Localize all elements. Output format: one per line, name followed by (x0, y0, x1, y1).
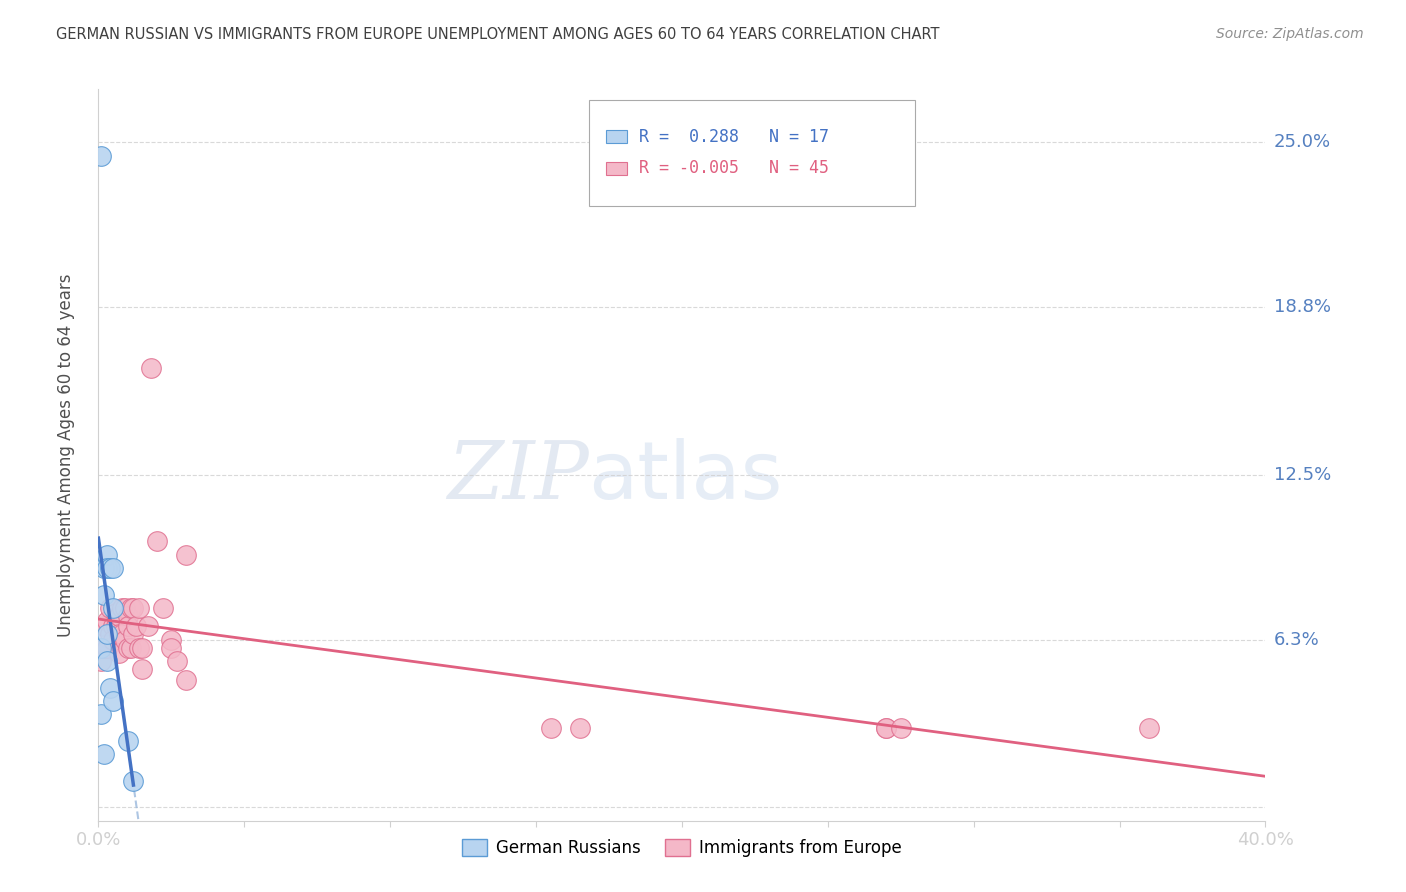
Point (101, 632, 124, 647)
Point (875, 721, 897, 735)
Point (120, 600, 142, 615)
Text: R = -0.005   N = 45: R = -0.005 N = 45 (638, 159, 828, 178)
Text: Source: ZipAtlas.com: Source: ZipAtlas.com (1216, 27, 1364, 41)
Point (90, 149, 112, 163)
Point (101, 694, 124, 708)
Point (117, 608, 139, 623)
Text: ZIP: ZIP (447, 438, 589, 516)
Point (108, 646, 131, 660)
Point (96, 614, 118, 628)
Point (93, 561, 115, 575)
Point (104, 606, 127, 620)
Point (166, 654, 188, 668)
Point (96, 654, 118, 668)
Point (122, 773, 145, 788)
Bar (606, 161, 627, 175)
Text: atlas: atlas (589, 438, 783, 516)
Text: 18.8%: 18.8% (1274, 298, 1330, 317)
Point (117, 619, 139, 633)
Point (111, 627, 134, 641)
Point (101, 600, 124, 615)
Point (146, 534, 169, 549)
Point (98, 681, 121, 695)
Point (125, 619, 148, 633)
Point (96, 548, 118, 562)
Point (96, 627, 118, 641)
Point (174, 548, 197, 562)
Point (152, 600, 174, 615)
Point (1137, 721, 1160, 735)
Bar (606, 130, 627, 144)
Point (111, 600, 134, 615)
Point (101, 619, 124, 633)
Point (139, 361, 162, 376)
Point (101, 561, 124, 575)
Legend: German Russians, Immigrants from Europe: German Russians, Immigrants from Europe (456, 832, 908, 863)
Point (540, 721, 562, 735)
Point (96, 640, 118, 655)
Point (104, 619, 127, 633)
FancyBboxPatch shape (589, 100, 915, 206)
Text: 6.3%: 6.3% (1274, 631, 1319, 648)
Point (93, 588, 115, 602)
Point (96, 561, 118, 575)
Point (93, 640, 115, 655)
Point (128, 600, 150, 615)
Point (114, 600, 136, 615)
Point (122, 600, 145, 615)
Point (98, 600, 121, 615)
Y-axis label: Unemployment Among Ages 60 to 64 years: Unemployment Among Ages 60 to 64 years (56, 273, 75, 637)
Point (890, 721, 912, 735)
Point (90, 640, 112, 655)
Point (131, 640, 153, 655)
Point (114, 632, 136, 647)
Point (128, 640, 150, 655)
Text: 25.0%: 25.0% (1274, 134, 1331, 152)
Point (90, 707, 112, 722)
Point (160, 632, 183, 647)
Point (131, 662, 153, 676)
Point (875, 721, 897, 735)
Point (117, 734, 139, 748)
Point (98, 561, 121, 575)
Point (122, 627, 145, 641)
Point (120, 640, 142, 655)
Point (93, 747, 115, 761)
Point (90, 654, 112, 668)
Point (108, 627, 131, 641)
Point (174, 673, 197, 687)
Point (108, 608, 131, 623)
Text: GERMAN RUSSIAN VS IMMIGRANTS FROM EUROPE UNEMPLOYMENT AMONG AGES 60 TO 64 YEARS : GERMAN RUSSIAN VS IMMIGRANTS FROM EUROPE… (56, 27, 939, 42)
Point (568, 721, 591, 735)
Point (160, 640, 183, 655)
Point (98, 627, 121, 641)
Point (93, 619, 115, 633)
Text: 12.5%: 12.5% (1274, 466, 1331, 483)
Text: R =  0.288   N = 17: R = 0.288 N = 17 (638, 128, 828, 145)
Point (117, 640, 139, 655)
Point (136, 619, 159, 633)
